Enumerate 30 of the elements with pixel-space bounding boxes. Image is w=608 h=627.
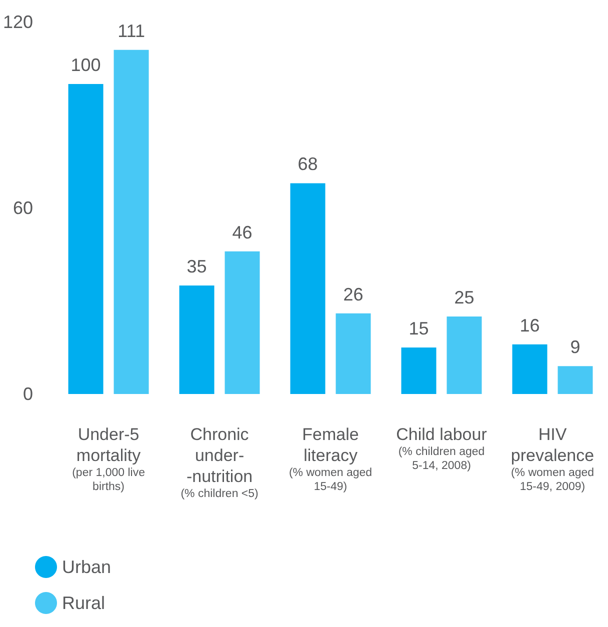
data-label: 46 (232, 222, 252, 242)
x-tick-label: Chronic under- -nutrition (% children <5) (180, 425, 259, 500)
x-tick-label: Under-5 mortality (per 1,000 live births) (72, 425, 145, 493)
data-label: 111 (118, 20, 145, 41)
bar (224, 251, 260, 394)
data-label: 26 (343, 284, 364, 304)
bar (68, 84, 104, 394)
bar (336, 313, 371, 394)
bar (512, 344, 548, 394)
bar (179, 286, 214, 394)
x-tick-label: HIV prevalence (% women aged 15-49, 2009) (510, 425, 594, 493)
bar (290, 183, 326, 394)
data-label: 15 (408, 318, 429, 338)
y-tick-label: 120 (2, 12, 34, 32)
legend-label: Rural (62, 593, 106, 613)
data-label: 68 (298, 154, 318, 174)
bar (114, 50, 149, 394)
bar (558, 366, 593, 394)
data-label: 16 (520, 315, 540, 336)
bar (446, 316, 482, 394)
legend-label: Urban (62, 557, 112, 577)
y-tick-label: 0 (23, 384, 34, 404)
data-label: 100 (70, 55, 101, 75)
y-tick-label: 60 (13, 198, 34, 218)
x-tick-label: Female literacy (% women aged 15-49) (288, 425, 372, 493)
x-tick-label: Child labour (% children aged 5-14, 2008) (396, 425, 488, 472)
data-label: 25 (454, 288, 474, 308)
data-label: 35 (186, 256, 207, 276)
data-label: 9 (570, 337, 580, 358)
bar (401, 348, 436, 394)
